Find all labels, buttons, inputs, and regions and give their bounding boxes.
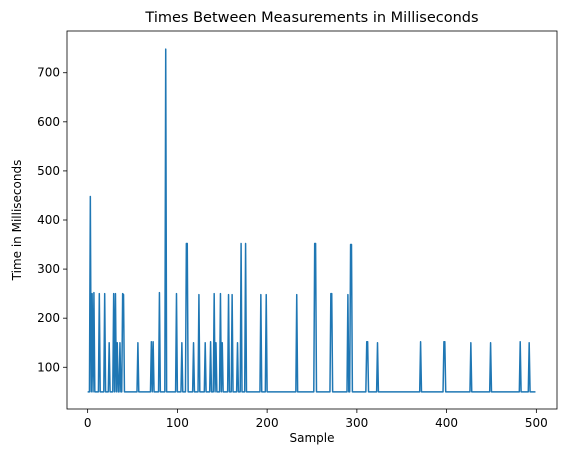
y-axis: 100 200 300 400 500 600 700 [37,66,67,374]
series-line [87,48,536,393]
y-tick-label: 300 [37,262,60,276]
x-tick-label: 0 [84,416,92,430]
x-tick-label: 400 [435,416,458,430]
y-tick-label: 200 [37,311,60,325]
plot-area [87,48,536,393]
x-tick-label: 100 [166,416,189,430]
y-tick-label: 100 [37,360,60,374]
x-axis: 0 100 200 300 400 500 [84,409,548,430]
y-axis-label: Time in Milliseconds [10,160,24,282]
y-tick-label: 700 [37,66,60,80]
x-tick-label: 500 [525,416,548,430]
chart-title: Times Between Measurements in Millisecon… [144,10,478,26]
y-tick-label: 500 [37,164,60,178]
x-tick-label: 300 [345,416,368,430]
y-tick-label: 600 [37,115,60,129]
x-tick-label: 200 [256,416,279,430]
x-axis-label: Sample [290,431,335,445]
y-tick-label: 400 [37,213,60,227]
